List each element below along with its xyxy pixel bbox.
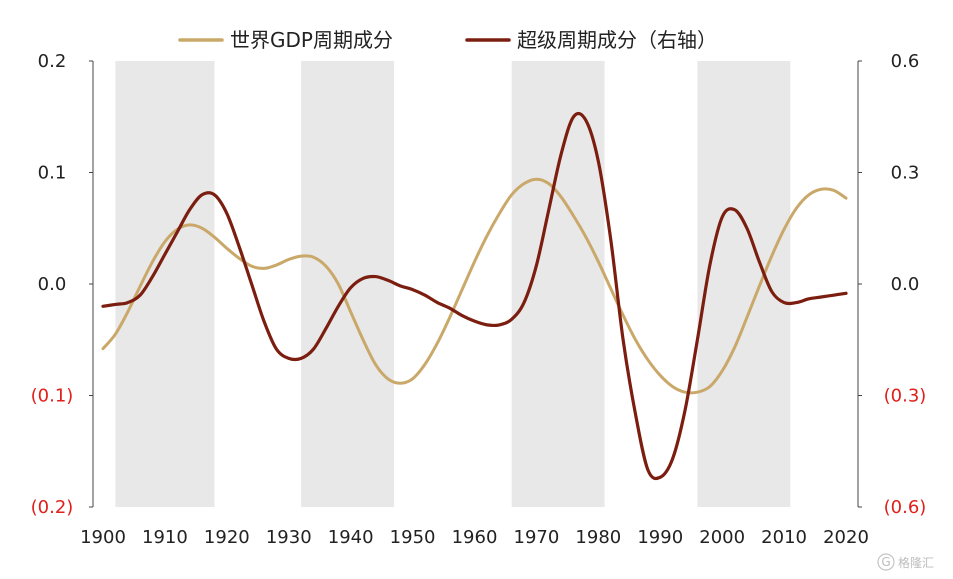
x-tick-label-9: 1990	[637, 527, 683, 548]
circle-g-icon	[877, 553, 895, 571]
x-tick-label-6: 1960	[452, 527, 498, 548]
x-tick-label-12: 2020	[823, 527, 869, 548]
watermark-text: 格隆汇	[898, 555, 934, 570]
y-left-tick-label-4: (0.2)	[31, 497, 74, 518]
watermark: G 格隆汇	[877, 553, 934, 571]
shaded-periods	[115, 61, 791, 507]
y-left-tick-label-2: 0.0	[38, 274, 67, 295]
y-right-tick-label-0: 0.6	[891, 51, 920, 72]
x-tick-label-5: 1950	[390, 527, 436, 548]
series-line-1	[101, 111, 848, 481]
x-tick-label-7: 1970	[514, 527, 560, 548]
shaded-period-1	[301, 61, 395, 507]
y-right-tick-label-3: (0.3)	[884, 386, 927, 407]
x-tick-label-3: 1930	[266, 527, 312, 548]
shaded-period-3	[697, 61, 791, 507]
x-tick-label-4: 1940	[328, 527, 374, 548]
tick-labels: 1900 1910 1920 1930 1940 1950 1960 1970 1980 1990…	[31, 51, 927, 548]
x-tick-label-8: 1980	[575, 527, 621, 548]
y-right-tick-label-1: 0.3	[891, 163, 920, 184]
legend: 世界GDP周期成分 超级周期成分（右轴）	[178, 28, 717, 52]
shaded-period-0	[115, 61, 215, 507]
y-right-tick-label-4: (0.6)	[884, 497, 927, 518]
axes	[89, 60, 862, 508]
y-right-tick-label-2: 0.0	[891, 274, 920, 295]
x-tick-label-10: 2000	[699, 527, 745, 548]
x-tick-label-11: 2010	[761, 527, 807, 548]
legend-label-1: 超级周期成分（右轴）	[517, 28, 717, 52]
series-lines	[101, 111, 848, 481]
x-tick-label-0: 1900	[80, 527, 126, 548]
watermark-icon-letter: G	[881, 555, 890, 569]
shaded-period-2	[511, 61, 605, 507]
x-tick-label-1: 1910	[142, 527, 188, 548]
series-line-0	[101, 177, 848, 395]
y-left-tick-label-1: 0.1	[38, 163, 67, 184]
y-left-tick-label-3: (0.1)	[31, 386, 74, 407]
y-left-tick-label-0: 0.2	[38, 51, 67, 72]
x-tick-label-2: 1920	[204, 527, 250, 548]
legend-label-0: 世界GDP周期成分	[230, 28, 393, 52]
